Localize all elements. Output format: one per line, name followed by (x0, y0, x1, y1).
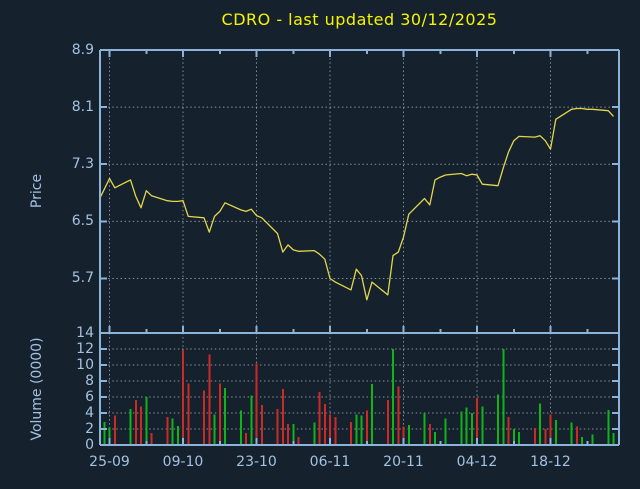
volume-tick-label: 10 (76, 357, 94, 373)
volume-tick-label: 14 (76, 325, 94, 341)
price-tick-label: 8.9 (71, 42, 94, 58)
chart-title: CDRO - last updated 30/12/2025 (221, 10, 498, 29)
date-tick-label: 06-11 (309, 454, 351, 470)
volume-tick-label: 6 (85, 389, 94, 405)
price-line (100, 107, 614, 301)
date-tick-label: 25-09 (89, 454, 130, 470)
volume-tick-label: 12 (76, 341, 94, 357)
price-tick-label: 7.3 (71, 156, 94, 173)
price-tick-label: 8.1 (71, 99, 94, 116)
volume-tick-label: 8 (85, 373, 94, 389)
price-tick-label: 5.7 (71, 270, 94, 287)
date-tick-label: 23-10 (236, 454, 277, 470)
date-tick-label: 09-10 (162, 454, 204, 470)
price-axis-label: Price (29, 173, 45, 209)
date-tick-label: 20-11 (383, 454, 424, 470)
price-tick-label: 6.5 (71, 213, 94, 230)
volume-tick-label: 2 (85, 421, 94, 437)
volume-tick-label: 4 (85, 405, 94, 421)
date-tick-label: 18-12 (530, 454, 571, 470)
volume-tick-label: 0 (85, 437, 94, 453)
date-tick-label: 04-12 (456, 454, 498, 470)
